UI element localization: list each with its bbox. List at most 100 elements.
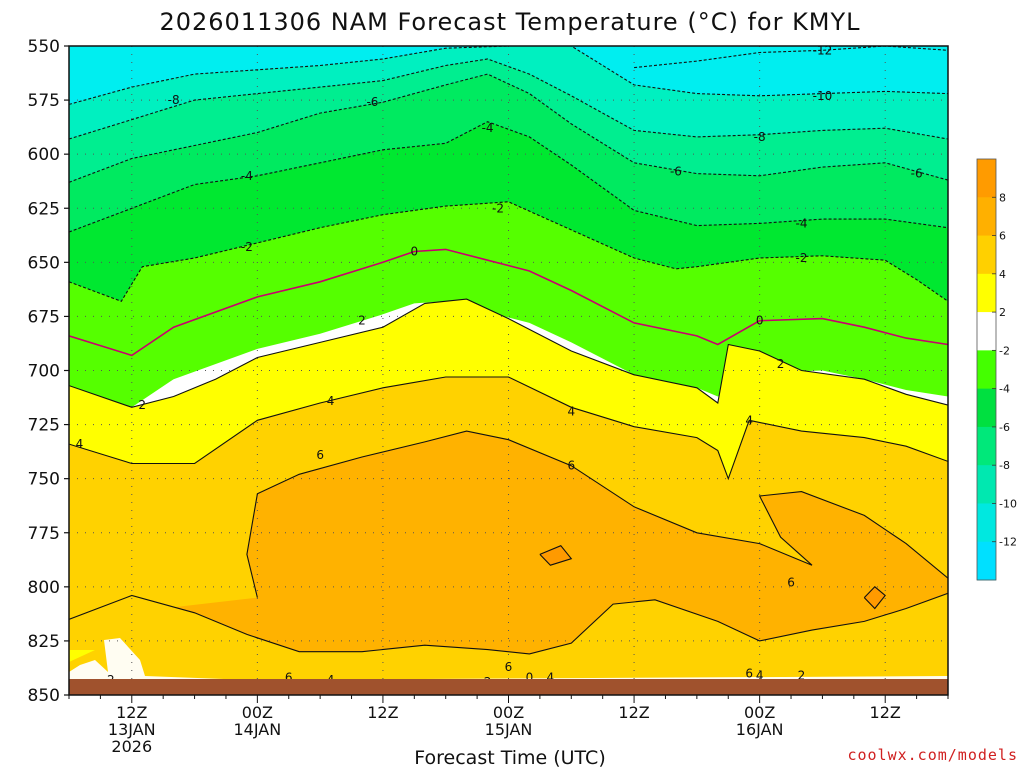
contour-label: 4 bbox=[547, 671, 555, 685]
contour-label: -6 bbox=[911, 167, 923, 181]
colorbar-swatch bbox=[977, 312, 996, 351]
colorbar-swatch bbox=[977, 273, 996, 313]
contour-label: -8 bbox=[168, 93, 180, 107]
colorbar-label: -2 bbox=[999, 344, 1010, 357]
contour-label: -12 bbox=[813, 43, 833, 57]
contour-label: -10 bbox=[813, 89, 833, 103]
plot-area: -12-10-8-8-6-6 -6-4-4-4-2-2-2002224444666… bbox=[69, 43, 948, 695]
colorbar-label: -6 bbox=[999, 421, 1010, 434]
colorbar-label: -4 bbox=[999, 383, 1010, 396]
colorbar-swatch bbox=[977, 426, 996, 466]
colorbar-swatch bbox=[977, 541, 996, 581]
y-tick-label: 750 bbox=[28, 470, 60, 490]
contour-line-8 bbox=[539, 545, 573, 566]
contour-label: 2 bbox=[777, 357, 785, 371]
x-tick-label: 12Z bbox=[116, 703, 147, 722]
contour-line-6 bbox=[69, 592, 948, 655]
y-tick-label: 550 bbox=[28, 37, 60, 57]
colorbar-swatch bbox=[977, 465, 996, 504]
x-date-label: 13JAN bbox=[108, 720, 156, 739]
x-tick-label: 12Z bbox=[618, 703, 649, 722]
contour-label: -6 bbox=[670, 164, 682, 178]
contour-label: 6 bbox=[745, 666, 753, 680]
colorbar-label: -12 bbox=[999, 536, 1017, 549]
contour-label: 4 bbox=[327, 394, 335, 408]
x-tick-label: 12Z bbox=[367, 703, 398, 722]
colorbar-swatch bbox=[977, 388, 996, 428]
contour-label: 4 bbox=[756, 669, 764, 683]
contour-label: 6 bbox=[567, 459, 575, 473]
chart-title: 2026011306 NAM Forecast Temperature (°C)… bbox=[159, 8, 860, 36]
contour-label: 2 bbox=[138, 398, 146, 412]
contour-label: 0 bbox=[756, 314, 764, 328]
contour-label: 4 bbox=[745, 413, 753, 427]
x-date-label: 14JAN bbox=[233, 720, 281, 739]
y-tick-label: 625 bbox=[28, 199, 60, 219]
ground-strip bbox=[69, 679, 948, 695]
contour-line-m8 bbox=[69, 58, 948, 140]
contour-line-m10 bbox=[69, 46, 948, 105]
contour-label: 4 bbox=[76, 437, 84, 451]
y-tick-label: 725 bbox=[28, 416, 60, 436]
colorbar-swatch bbox=[977, 197, 996, 237]
contour-label: -2 bbox=[492, 201, 504, 215]
contour-label: 2 bbox=[358, 314, 366, 328]
contour-label: -4 bbox=[241, 169, 253, 183]
contour-label: 6 bbox=[787, 576, 795, 590]
y-tick-label: 700 bbox=[28, 362, 60, 382]
y-tick-label: 800 bbox=[28, 578, 60, 598]
x-tick-label: 00Z bbox=[242, 703, 273, 722]
contour-label: -4 bbox=[796, 216, 808, 230]
y-tick-label: 850 bbox=[28, 686, 60, 706]
contour-label: -2 bbox=[241, 240, 253, 254]
fill-8-blob-b bbox=[864, 586, 886, 609]
x-tick-label: 00Z bbox=[493, 703, 524, 722]
colorbar-swatch bbox=[977, 350, 996, 390]
contour-label: 6 bbox=[285, 671, 293, 685]
contour-line-8 bbox=[863, 586, 886, 610]
x-axis-title: Forecast Time (UTC) bbox=[414, 747, 605, 768]
contour-label: 6 bbox=[505, 660, 513, 674]
contour-line-m4 bbox=[69, 121, 948, 233]
colorbar-label: -8 bbox=[999, 459, 1010, 472]
x-tick-label: 00Z bbox=[744, 703, 775, 722]
x-date-label: 2026 bbox=[111, 737, 152, 756]
contour-label: -8 bbox=[754, 130, 766, 144]
contour-line-m2 bbox=[69, 201, 948, 302]
fill-8-blob-a bbox=[539, 545, 572, 566]
colorbar-label: 8 bbox=[999, 191, 1006, 204]
contour-line-2 bbox=[69, 298, 948, 408]
colorbar-swatch bbox=[977, 235, 996, 275]
y-tick-label: 600 bbox=[28, 145, 60, 165]
colorbar-frame bbox=[976, 158, 997, 581]
contour-line-6 bbox=[246, 430, 948, 598]
colorbar-label: 4 bbox=[999, 268, 1006, 281]
contour-label: -2 bbox=[796, 251, 808, 265]
contour-line-m6 bbox=[69, 73, 948, 183]
colorbar: 8 6 4 2 -2 -4 -6 -8 -10 -12 bbox=[976, 158, 1017, 581]
colorbar-swatch bbox=[977, 159, 996, 198]
credit-text[interactable]: coolwx.com/models bbox=[847, 746, 1018, 764]
x-date-label: 15JAN bbox=[485, 720, 533, 739]
contour-label: 4 bbox=[567, 405, 575, 419]
y-tick-label: 775 bbox=[28, 524, 60, 544]
x-tick-label: 12Z bbox=[870, 703, 901, 722]
y-tick-label: 825 bbox=[28, 632, 60, 652]
y-tick-label: 575 bbox=[28, 91, 60, 111]
x-date-label: 16JAN bbox=[736, 720, 784, 739]
colorbar-label: -10 bbox=[999, 497, 1017, 510]
contour-label: 0 bbox=[411, 245, 419, 259]
colorbar-label: 6 bbox=[999, 230, 1006, 243]
contour-label: 6 bbox=[316, 448, 324, 462]
fill-near-surface-yellow bbox=[69, 650, 95, 662]
contour-label: 0 bbox=[526, 671, 534, 685]
y-tick-label: 650 bbox=[28, 253, 60, 273]
contour-line-0 bbox=[69, 248, 948, 357]
y-tick-label: 675 bbox=[28, 307, 60, 327]
y-axis: 550 575 600 625 650 675 700 725 750 775 800 825 850 bbox=[28, 37, 69, 706]
contour-label: 2 bbox=[798, 669, 806, 683]
colorbar-label: 2 bbox=[999, 306, 1006, 319]
colorbar-swatch bbox=[977, 503, 996, 543]
